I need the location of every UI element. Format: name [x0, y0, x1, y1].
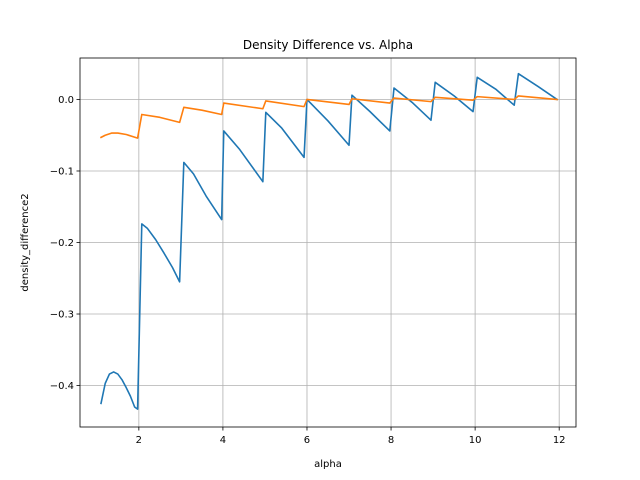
y-tick-label: 0.0	[58, 95, 74, 106]
y-axis-label: density_difference2	[20, 193, 31, 291]
x-tick-label: 10	[469, 435, 482, 446]
x-tick-label: 4	[220, 435, 226, 446]
y-tick-label: −0.1	[50, 166, 74, 177]
chart-title: Density Difference vs. Alpha	[243, 38, 413, 52]
y-tick-label: −0.2	[50, 238, 74, 249]
x-tick-label: 6	[304, 435, 310, 446]
x-axis-label: alpha	[314, 459, 342, 470]
grid-lines	[80, 58, 576, 427]
x-tick-label: 8	[388, 435, 394, 446]
data-series	[99, 72, 559, 410]
y-tick-label: −0.4	[50, 381, 74, 392]
series-line-1	[100, 72, 559, 410]
series-line-2	[99, 95, 558, 139]
x-tick-label: 2	[136, 435, 142, 446]
x-axis-ticks: 2 4 6 8 10 12	[136, 427, 566, 446]
x-tick-label: 12	[553, 435, 566, 446]
y-tick-label: −0.3	[50, 310, 74, 321]
y-axis-ticks: 0.0 −0.1 −0.2 −0.3 −0.4	[50, 95, 80, 392]
